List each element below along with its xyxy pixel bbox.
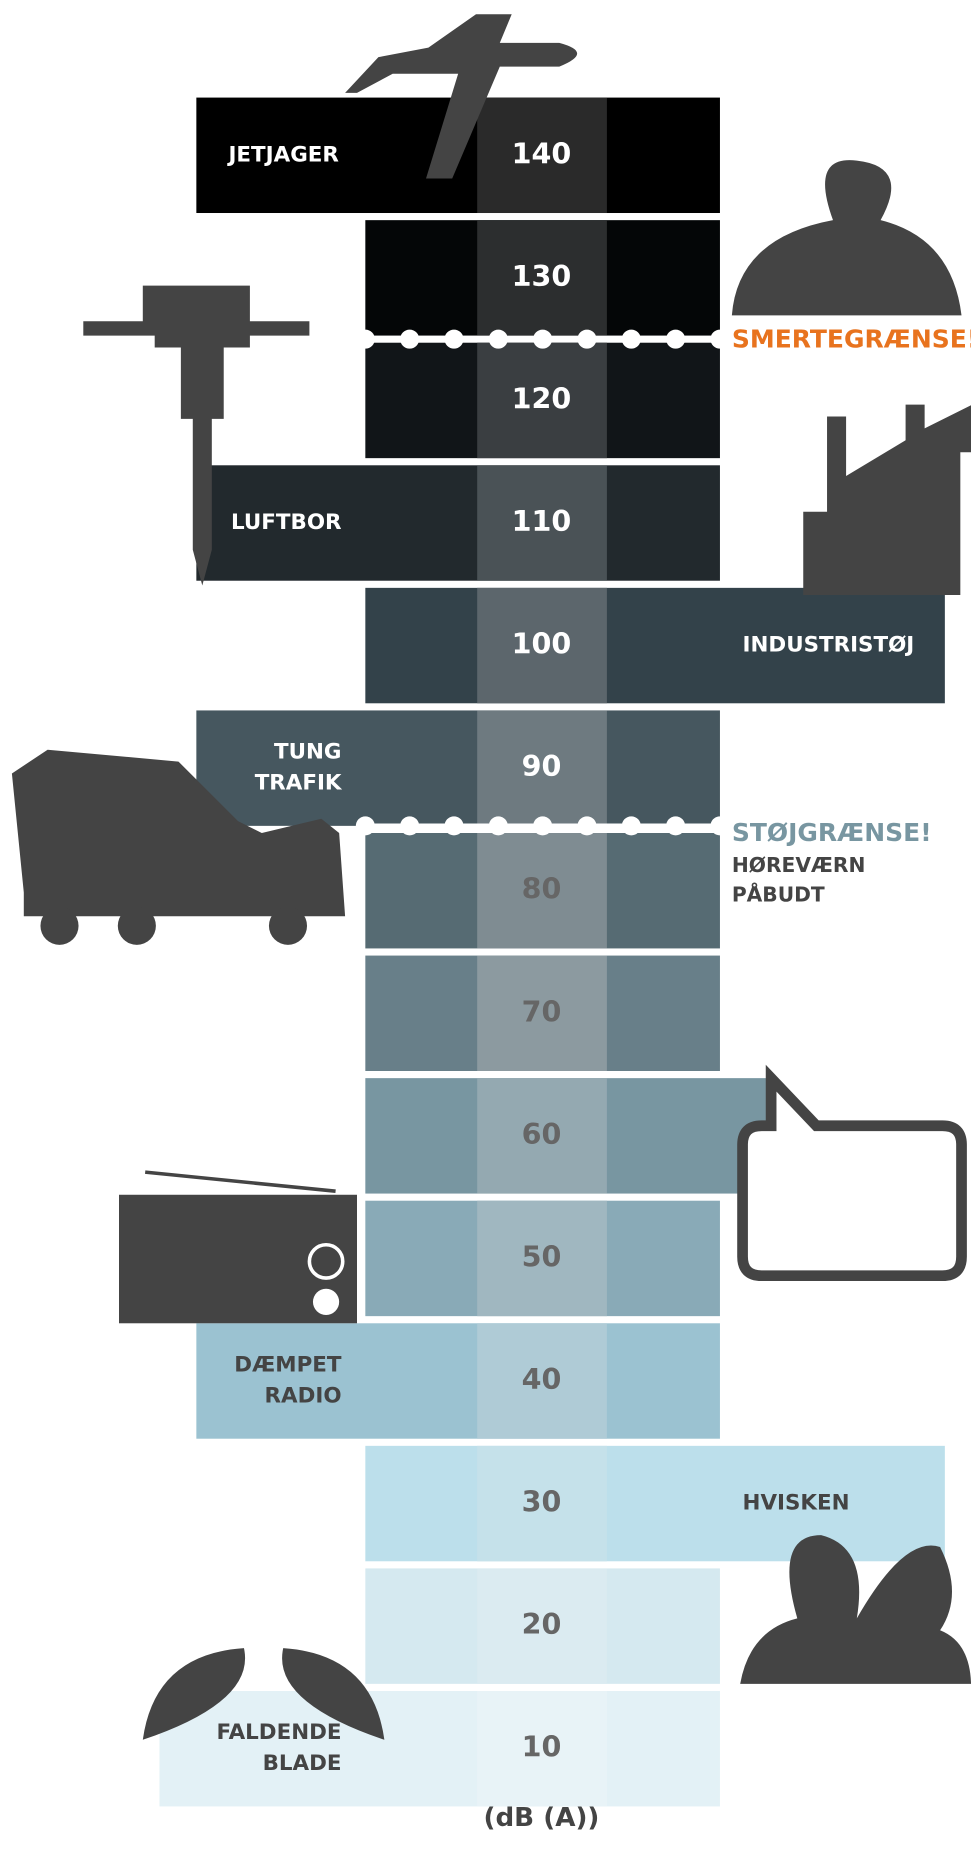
level-band — [196, 710, 720, 825]
level-value: 30 — [522, 1485, 562, 1519]
level-label: DÆMPET — [234, 1353, 342, 1378]
limit-dot — [622, 816, 641, 835]
limit-dot — [444, 816, 463, 835]
limit-dot — [622, 330, 641, 349]
level-value: 120 — [512, 381, 572, 415]
level-label: BLADE — [263, 1751, 342, 1776]
limit-dot — [356, 816, 375, 835]
limit-dot — [533, 816, 552, 835]
level-value: 60 — [522, 1117, 562, 1151]
infographic: 140 JETJAGER 130 120 110 LUFTBOR 100 INDUSTRIST… — [0, 0, 971, 1865]
antenna — [145, 1172, 335, 1191]
level-label: HVISKEN — [743, 1491, 850, 1516]
level-value: 70 — [522, 994, 562, 1028]
limit-dot — [666, 816, 685, 835]
wheel — [118, 907, 156, 945]
wheel — [40, 907, 78, 945]
limit-dot — [489, 330, 508, 349]
level-value: 90 — [522, 749, 562, 783]
level-label: RADIO — [265, 1383, 342, 1408]
level-value: 40 — [522, 1362, 562, 1396]
level-value: 140 — [512, 136, 572, 170]
level-label: FALDENDE — [216, 1720, 341, 1745]
limit-dot — [577, 816, 596, 835]
noise-note: HØREVÆRN — [732, 853, 866, 877]
limit-dot — [444, 330, 463, 349]
limit-dot — [356, 330, 375, 349]
level-value: 10 — [522, 1730, 562, 1764]
knob — [313, 1289, 339, 1315]
level-label: LUFTBOR — [231, 510, 342, 535]
wheel — [269, 907, 307, 945]
speech-bubble — [743, 1078, 962, 1276]
level-band — [159, 1691, 719, 1806]
level-band — [196, 1323, 720, 1438]
level-label: TUNG — [274, 740, 341, 765]
person-icon — [732, 160, 962, 315]
limit-dot — [710, 816, 729, 835]
noise-limit: STØJGRÆNSE! — [732, 818, 932, 847]
level-label: INDUSTRISTØJ — [743, 633, 915, 658]
limit-dot — [489, 816, 508, 835]
level-band — [365, 1446, 945, 1561]
level-value: 130 — [512, 259, 572, 293]
limit-dot — [400, 816, 419, 835]
factory-icon — [803, 405, 971, 595]
level-value: 20 — [522, 1607, 562, 1641]
limit-dot — [533, 330, 552, 349]
level-value: 100 — [512, 627, 572, 661]
level-value: 80 — [522, 872, 562, 906]
level-value: 50 — [522, 1239, 562, 1273]
level-value: 110 — [512, 504, 572, 538]
level-label: TRAFIK — [255, 771, 343, 796]
level-label: JETJAGER — [226, 142, 339, 167]
unit-label: (dB (A)) — [483, 1803, 599, 1833]
pain-limit: SMERTEGRÆNSE! — [732, 324, 971, 353]
noise-note: PÅBUDT — [732, 883, 825, 907]
limit-dot — [710, 330, 729, 349]
limit-dot — [666, 330, 685, 349]
limit-dot — [400, 330, 419, 349]
limit-dot — [577, 330, 596, 349]
